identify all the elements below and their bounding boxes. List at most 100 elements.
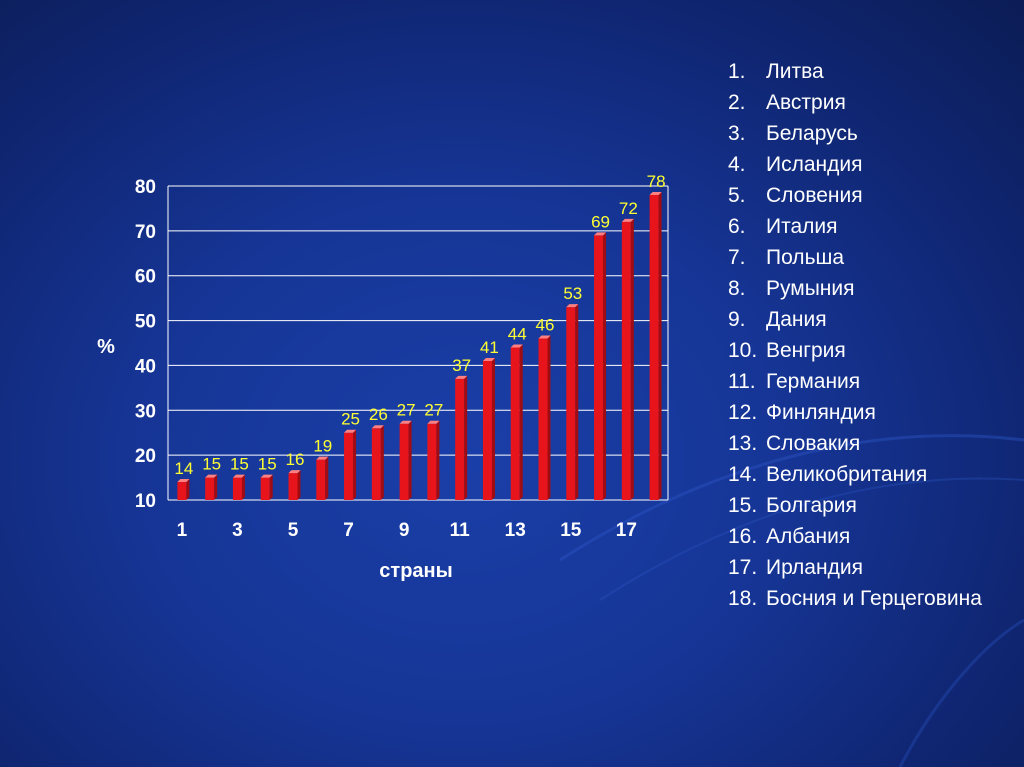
x-tick-label: 15 (560, 520, 582, 541)
legend-number: 4. (728, 153, 746, 176)
legend-number: 9. (728, 308, 746, 331)
data-label: 15 (258, 455, 277, 474)
bar-top (649, 191, 662, 195)
legend-item: 1. Литва (728, 56, 986, 87)
bar-side (630, 218, 634, 500)
legend-country: Албания (766, 525, 851, 548)
bar-side (603, 232, 607, 501)
country-legend: 1. Литва 2. Австрия 3. Беларусь 4. Исландия 5. Сл… (728, 56, 986, 614)
legend-number: 6. (728, 215, 746, 238)
legend-item: 11. Германия (728, 366, 986, 397)
bar (232, 474, 245, 500)
bar (371, 425, 384, 500)
legend-number: 17. (728, 556, 758, 579)
legend-item: 14. Великобритания (728, 459, 986, 490)
bar (455, 375, 468, 500)
bar-side (241, 474, 245, 500)
grid-lines (167, 185, 669, 501)
bar-side (380, 425, 384, 500)
bar-face (232, 477, 242, 500)
x-tick-label: 7 (343, 520, 354, 541)
bar (316, 456, 329, 500)
legend-item: 16. Албания (728, 521, 986, 552)
y-tick-label: 50 (135, 312, 156, 333)
bar (260, 474, 273, 500)
legend-country: Исландия (766, 153, 863, 176)
bar-top (510, 344, 523, 348)
data-label: 41 (480, 338, 499, 357)
legend-item: 13. Словакия (728, 428, 986, 459)
bar-top (538, 335, 551, 339)
bar-top (371, 425, 384, 429)
legend-item: 9. Дания (728, 304, 986, 335)
bar-face (427, 423, 437, 500)
bar (566, 304, 579, 500)
legend-number: 14. (728, 463, 758, 486)
x-tick-label: 9 (399, 520, 410, 541)
legend-item: 3. Беларусь (728, 118, 986, 149)
bar-top (177, 479, 190, 483)
y-axis-title: % (97, 336, 115, 358)
x-tick-label: 13 (505, 520, 526, 541)
x-tick-label: 5 (288, 520, 299, 541)
legend-item: 7. Польша (728, 242, 986, 273)
legend-number: 7. (728, 246, 746, 269)
bar-top (399, 420, 412, 424)
bar (621, 218, 634, 500)
bar (649, 191, 662, 500)
bar-side (297, 470, 301, 500)
data-label: 27 (424, 401, 443, 420)
x-tick-labels: 1 3 5 7 9 11 13 15 17 (177, 520, 637, 541)
bar-side (547, 335, 551, 500)
bar-face (205, 477, 215, 500)
bar-face (566, 307, 576, 500)
y-tick-label: 70 (135, 222, 156, 243)
bar (482, 357, 495, 500)
legend-country: Беларусь (766, 122, 858, 145)
legend-item: 18. Босния и Герцеговина (728, 583, 986, 614)
data-label: 19 (313, 437, 332, 456)
bar-top (482, 357, 495, 361)
bar-top (621, 218, 634, 222)
x-axis-title: страны (379, 560, 452, 582)
legend-country: Словакия (766, 432, 861, 455)
legend-number: 3. (728, 122, 746, 145)
legend-number: 11. (728, 370, 756, 393)
legend-number: 5. (728, 184, 746, 207)
bar-side (464, 375, 468, 500)
data-label: 15 (202, 455, 221, 474)
y-tick-label: 60 (135, 267, 156, 288)
legend-item: 2. Австрия (728, 87, 986, 118)
bar-face (371, 428, 381, 500)
bar-face (621, 221, 631, 500)
bar-face (399, 423, 409, 500)
bar (594, 232, 607, 501)
x-tick-label: 3 (232, 520, 243, 541)
bar (177, 479, 190, 500)
bar-top (232, 474, 245, 478)
legend-item: 12. Финляндия (728, 397, 986, 428)
legend-item: 10. Венгрия (728, 335, 986, 366)
data-label: 78 (647, 172, 666, 191)
bar-top (288, 470, 301, 474)
x-tick-label: 11 (450, 520, 471, 541)
data-label: 26 (369, 405, 388, 424)
legend-country: Болгария (766, 494, 857, 517)
bar-face (594, 235, 604, 501)
bar-face (455, 378, 465, 500)
data-label: 37 (452, 356, 471, 375)
bar-top (427, 420, 440, 424)
legend-number: 1. (728, 60, 746, 83)
bar-side (519, 344, 523, 500)
bar-top (260, 474, 273, 478)
bar-face (510, 347, 520, 500)
bar-face (288, 473, 298, 500)
bar (205, 474, 218, 500)
bar-face (344, 432, 354, 500)
bar (399, 420, 412, 500)
bars (177, 191, 662, 501)
bar-face (316, 459, 326, 500)
legend-item: 4. Исландия (728, 149, 986, 180)
legend-number: 10. (728, 339, 758, 362)
